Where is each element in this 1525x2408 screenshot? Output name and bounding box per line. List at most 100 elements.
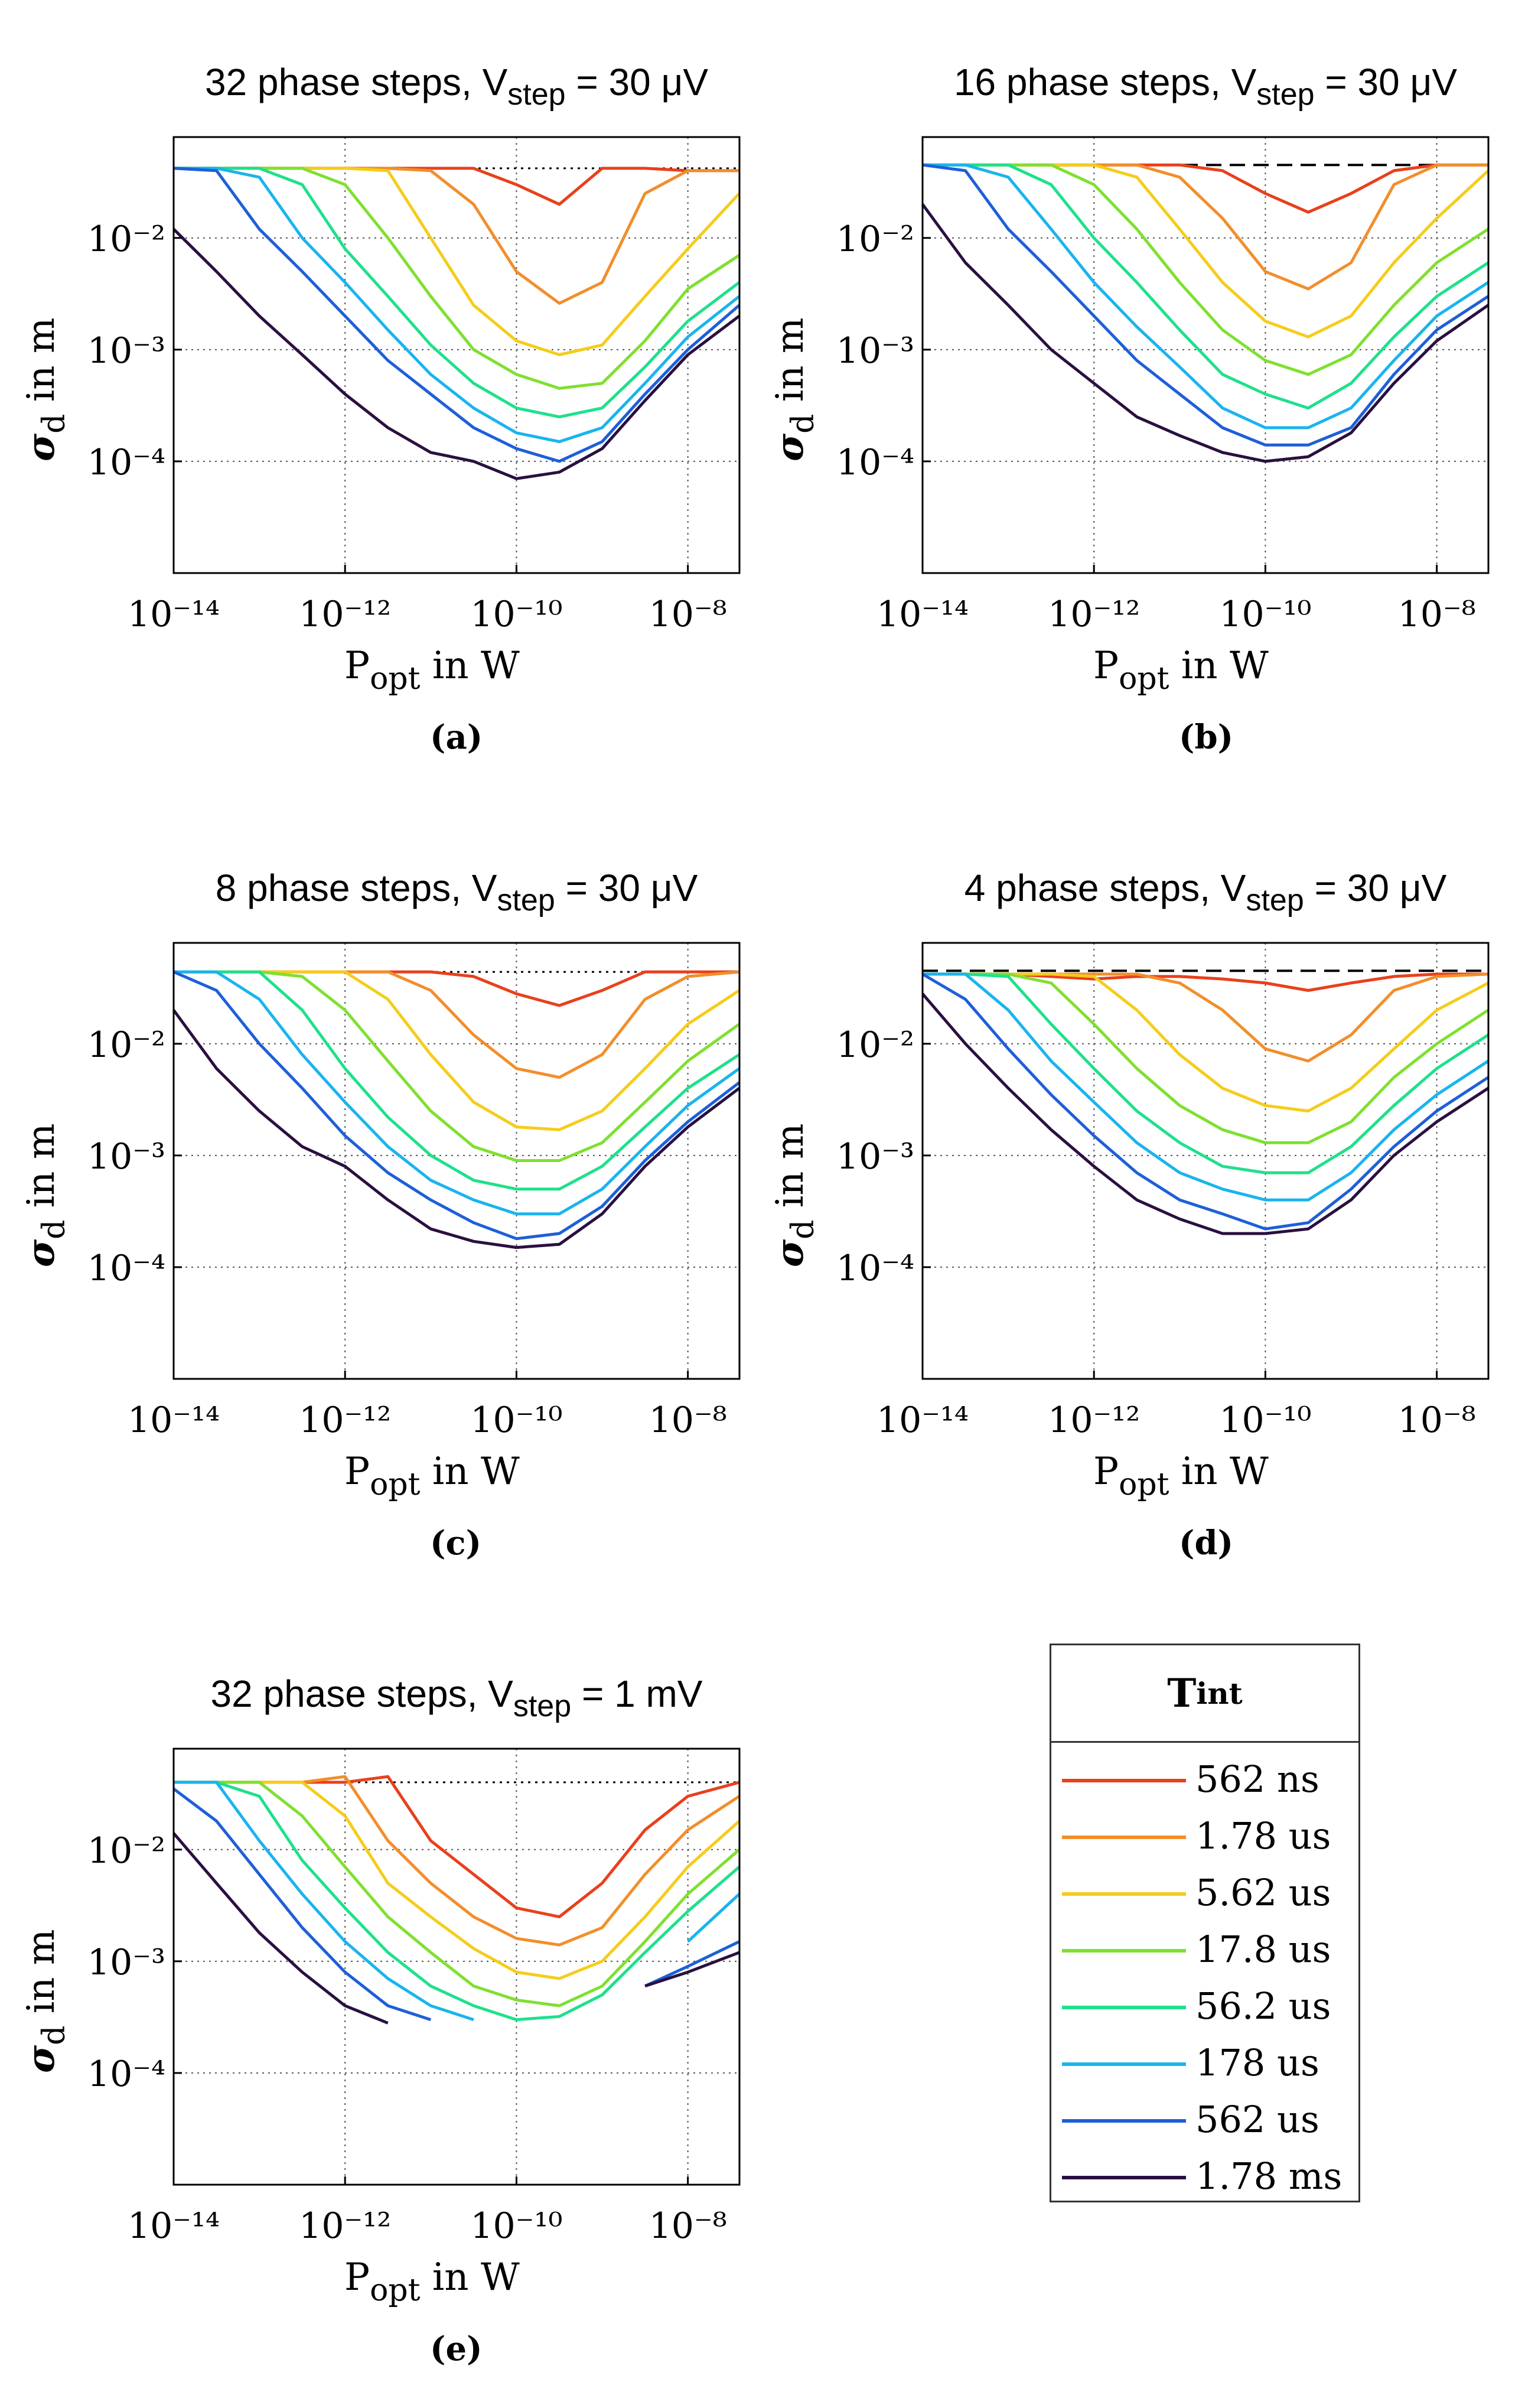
y-tick-label: 10⁻² — [87, 1830, 165, 1872]
y-tick-label: 10⁻³ — [836, 330, 914, 372]
legend-swatch — [1062, 1836, 1186, 1839]
y-axis-label: σd in m — [768, 1123, 821, 1267]
x-tick-label: 10⁻⁸ — [1398, 1400, 1476, 1441]
plot-d: 10⁻¹⁴ 10⁻¹² 10⁻¹⁰ 10⁻⁸ 10⁻² 10⁻³ 10⁻⁴ — [836, 942, 1490, 1441]
y-tick-label: 10⁻³ — [87, 1136, 165, 1177]
y-axis-label-rest: in m — [19, 1123, 63, 1220]
legend-item: 562 us — [1051, 2091, 1358, 2150]
panel-title-sub: step — [513, 1689, 572, 1723]
series-line-17-8-us — [923, 163, 1490, 376]
legend-label: 562 us — [1195, 2098, 1319, 2141]
legend-swatch — [1062, 2006, 1186, 2009]
y-tick-label: 10⁻³ — [87, 330, 165, 372]
y-axis-label-main: σ — [768, 1239, 812, 1267]
y-tick-label: 10⁻³ — [87, 1942, 165, 1983]
series-line-1-78-ms — [921, 203, 1490, 463]
y-tick-label: 10⁻⁴ — [87, 1248, 165, 1289]
legend-item: 1.78 ms — [1051, 2147, 1358, 2207]
y-tick-label: 10⁻⁴ — [87, 442, 165, 483]
x-tick-label: 10⁻¹⁰ — [1219, 594, 1311, 635]
y-axis-label-sub: d — [37, 414, 72, 434]
x-axis-label-rest: in W — [1169, 1450, 1269, 1493]
series-line-17-8-us — [174, 1781, 741, 2007]
legend-swatch — [1062, 2119, 1186, 2123]
series-line-17-8-us — [174, 970, 741, 1162]
series-line-562-us — [172, 1787, 740, 2022]
x-tick-label: 10⁻¹⁰ — [470, 2205, 562, 2247]
y-axis-label: σd in m — [19, 317, 72, 461]
x-axis-label-rest: in W — [420, 644, 520, 688]
y-axis-label-main: σ — [19, 2045, 63, 2073]
x-axis-label-sub: opt — [1119, 661, 1169, 697]
axes-frame — [921, 136, 1490, 574]
series-line-17-8-us — [174, 167, 741, 390]
x-tick-label: 10⁻¹² — [299, 594, 391, 635]
y-axis-label-main: σ — [19, 433, 63, 461]
x-axis-label: Popt in W — [344, 2256, 520, 2308]
x-tick-label: 10⁻⁸ — [649, 2205, 727, 2247]
panel-title-rest: = 30 μV — [565, 61, 709, 103]
panel-title-main: 32 phase steps, V — [210, 1672, 513, 1715]
x-axis-label: Popt in W — [1093, 644, 1269, 697]
legend-label: 5.62 us — [1195, 1871, 1331, 1914]
legend-label: 178 us — [1195, 2041, 1319, 2084]
panel-label-d: (d) — [1179, 1524, 1234, 1563]
series-line-17-8-us — [923, 972, 1490, 1144]
legend-item: 17.8 us — [1051, 1921, 1358, 1980]
legend-label: 17.8 us — [1195, 1928, 1331, 1971]
x-tick-label: 10⁻¹² — [299, 2205, 391, 2247]
y-tick-label: 10⁻⁴ — [836, 442, 914, 483]
series-line-178-us — [174, 1781, 741, 2022]
legend-label: 1.78 ms — [1195, 2155, 1342, 2198]
y-tick-label: 10⁻² — [87, 1024, 165, 1066]
y-tick-label: 10⁻³ — [836, 1136, 914, 1177]
x-tick-label: 10⁻¹⁰ — [470, 594, 562, 635]
panel-title-rest: = 1 mV — [571, 1672, 703, 1715]
y-axis-label-sub: d — [37, 1219, 72, 1239]
x-axis-label: Popt in W — [344, 1450, 520, 1502]
x-tick-label: 10⁻⁸ — [649, 1400, 727, 1441]
series-line-1-78-ms — [921, 993, 1490, 1235]
y-axis-label-main: σ — [768, 433, 812, 461]
series-line-1-78-us — [174, 167, 739, 305]
series-line-5-62-us — [174, 1781, 741, 1980]
x-axis-label-main: P — [344, 1450, 370, 1493]
y-axis-label-sub: d — [786, 1219, 821, 1239]
series-line-178-us — [174, 167, 741, 444]
x-axis-label-rest: in W — [1169, 644, 1269, 688]
panel-title-rest: = 30 μV — [1314, 61, 1458, 103]
x-axis-label: Popt in W — [1093, 1450, 1269, 1502]
y-axis-label: σd in m — [768, 317, 821, 461]
panel-title-sub: step — [507, 77, 566, 112]
series-line-1-78-ms — [172, 1832, 740, 2025]
legend-item: 56.2 us — [1051, 1977, 1358, 2036]
y-tick-label: 10⁻² — [836, 1024, 914, 1066]
series-line-562-us — [173, 970, 741, 1241]
x-tick-label: 10⁻¹² — [1048, 594, 1140, 635]
axes-frame — [921, 942, 1490, 1380]
plot-area: 10⁻¹⁴ 10⁻¹² 10⁻¹⁰ 10⁻⁸ 10⁻² 10⁻³ 10⁻⁴ — [87, 1748, 741, 2247]
x-axis-label-sub: opt — [370, 1467, 421, 1502]
panel-title-sub: step — [1246, 883, 1304, 917]
x-tick-label: 10⁻¹⁰ — [470, 1400, 562, 1441]
x-axis-label: Popt in W — [344, 644, 520, 697]
panel-title-sub: step — [497, 883, 555, 917]
panel-label-e: (e) — [430, 2329, 483, 2368]
series-line-56-2-us — [923, 163, 1490, 410]
series-line-5-62-us — [923, 972, 1489, 1113]
series-line-1-78-ms — [172, 1009, 741, 1249]
y-tick-label: 10⁻² — [836, 219, 914, 260]
series-line-1-78-us — [174, 970, 739, 1079]
x-tick-label: 10⁻¹⁴ — [128, 2205, 220, 2247]
plot-e: 10⁻¹⁴ 10⁻¹² 10⁻¹⁰ 10⁻⁸ 10⁻² 10⁻³ 10⁻⁴ — [87, 1748, 741, 2247]
x-tick-label: 10⁻⁸ — [649, 594, 727, 635]
series-line-178-us — [923, 163, 1490, 429]
x-axis-label-rest: in W — [420, 2256, 520, 2299]
series-line-562-us — [173, 167, 741, 463]
y-axis-label: σd in m — [19, 1123, 72, 1267]
legend-swatch — [1062, 2176, 1186, 2179]
legend-item: 5.62 us — [1051, 1864, 1358, 1923]
y-axis-label-rest: in m — [19, 1929, 63, 2026]
x-tick-label: 10⁻¹⁴ — [876, 1400, 969, 1441]
